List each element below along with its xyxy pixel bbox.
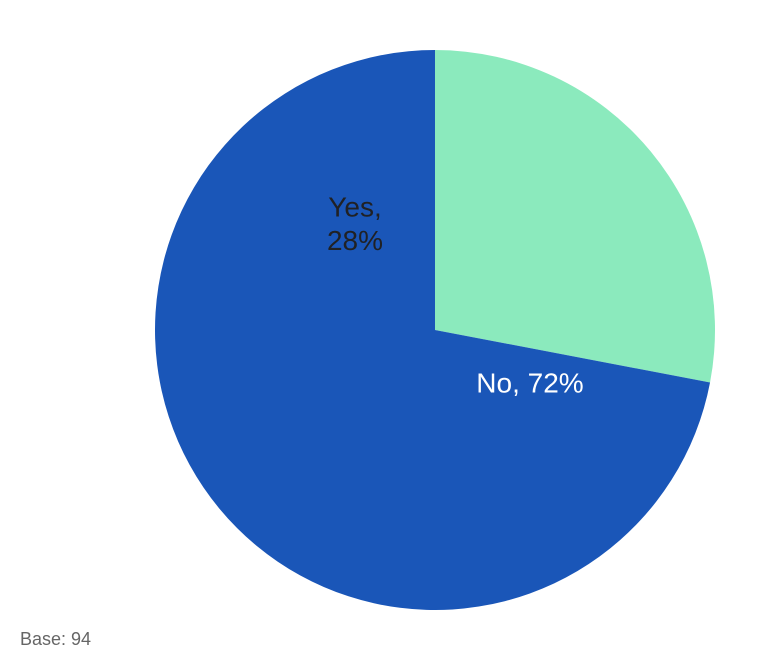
pie-chart-svg: Yes,28% No, 72%	[155, 50, 715, 610]
pie-slice-label-yes-line1: Yes,	[328, 192, 381, 223]
chart-footnote: Base: 94	[20, 629, 91, 650]
pie-slice-label-no: No, 72%	[476, 367, 583, 398]
pie-chart: Yes,28% No, 72%	[155, 50, 715, 610]
pie-slice-label-yes-line2: 28%	[327, 226, 383, 257]
pie-slice-yes	[435, 50, 715, 382]
